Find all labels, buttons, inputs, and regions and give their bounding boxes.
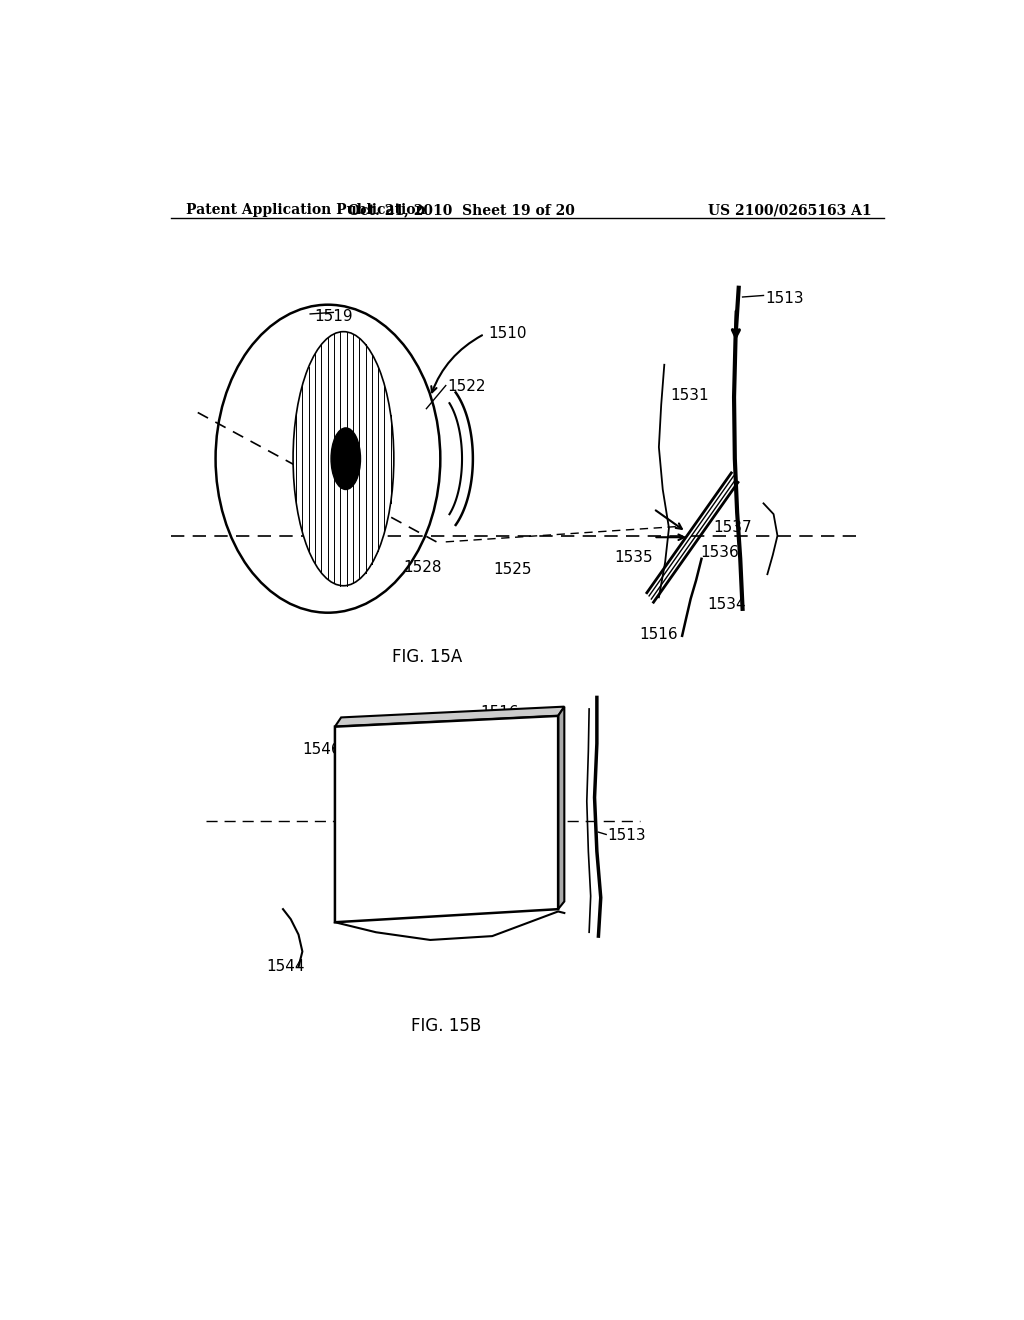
Text: 1525: 1525 [494,562,532,577]
Text: Patent Application Publication: Patent Application Publication [186,203,426,216]
Polygon shape [335,715,558,923]
Text: 1528: 1528 [403,560,441,576]
Text: 1522: 1522 [447,379,485,393]
Text: 1513: 1513 [607,829,645,843]
Text: 1537: 1537 [713,520,752,536]
Polygon shape [335,706,564,726]
Text: Oct. 21, 2010  Sheet 19 of 20: Oct. 21, 2010 Sheet 19 of 20 [348,203,574,216]
Text: 1541: 1541 [455,768,494,783]
Text: FIG. 15A: FIG. 15A [391,648,462,667]
Text: 1534: 1534 [708,597,746,612]
Text: 1543: 1543 [455,866,494,880]
Text: 1513: 1513 [765,290,804,306]
Ellipse shape [293,331,394,586]
Text: 1536: 1536 [700,545,738,560]
Text: 1544: 1544 [266,960,304,974]
Polygon shape [558,706,564,909]
Text: 1546: 1546 [302,742,341,758]
Text: 1516: 1516 [640,627,678,642]
Ellipse shape [331,428,360,490]
Text: 1531: 1531 [671,388,710,403]
Text: 1535: 1535 [614,549,653,565]
Text: US 2100/0265163 A1: US 2100/0265163 A1 [709,203,872,216]
Text: 1516: 1516 [480,705,519,721]
Text: 1510: 1510 [488,326,527,342]
Text: 1519: 1519 [314,309,352,325]
Text: FIG. 15B: FIG. 15B [411,1016,481,1035]
